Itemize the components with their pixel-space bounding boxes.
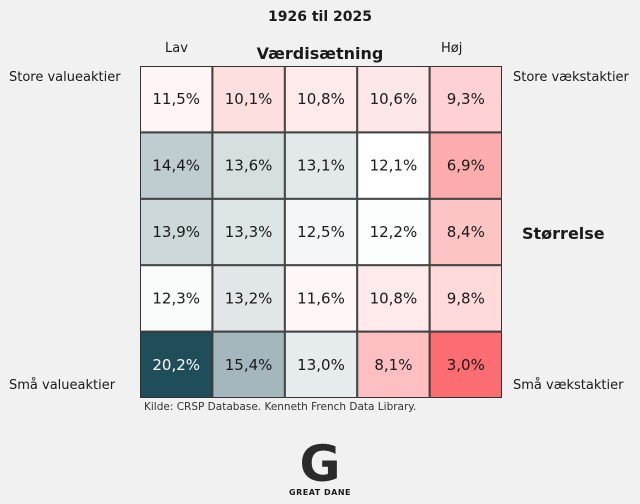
valuation-low-label: Lav	[165, 41, 188, 56]
heatmap-value-r1-c4: 6,9%	[447, 157, 485, 175]
heatmap-value-r2-c3: 12,2%	[370, 223, 418, 241]
heatmap-cell-r0-c3	[357, 66, 430, 133]
heatmap-cell-r0-c4	[429, 66, 502, 133]
heatmap-cell-r2-c3	[357, 198, 430, 266]
heatmap-cell-r1-c0	[140, 132, 213, 199]
logo-letter: G	[300, 438, 340, 486]
heatmap-cell-r3-c0	[140, 265, 213, 332]
heatmap: 11,5% 10,1% 10,8% 10,6% 9,3% 14,4% 13,6% 13,1% 1…	[140, 66, 502, 398]
heatmap-value-r2-c2: 12,5%	[297, 223, 345, 241]
heatmap-value-r1-c3: 12,1%	[370, 157, 418, 175]
heatmap-value-r2-c0: 13,9%	[152, 223, 200, 241]
heatmap-value-r3-c3: 10,8%	[370, 289, 418, 307]
small-value-label: Små valueaktier	[9, 378, 116, 393]
heatmap-value-r3-c0: 12,3%	[152, 289, 200, 307]
heatmap-value-r0-c1: 10,1%	[225, 90, 273, 108]
heatmap-value-r1-c1: 13,6%	[225, 157, 273, 175]
heatmap-cell-r3-c3	[357, 265, 430, 332]
heatmap-value-r0-c0: 11,5%	[152, 90, 200, 108]
heatmap-cell-r2-c4	[429, 198, 502, 266]
heatmap-value-r4-c0: 20,2%	[152, 356, 200, 374]
valuation-high-label: Høj	[441, 41, 463, 56]
heatmap-value-r3-c4: 9,8%	[447, 289, 485, 307]
heatmap-cell-r2-c2	[284, 198, 358, 266]
source-note: Kilde: CRSP Database. Kenneth French Dat…	[144, 401, 417, 413]
heatmap-cell-r4-c2	[284, 331, 358, 398]
heatmap-cell-r2-c0	[140, 198, 213, 266]
brand-name: GREAT DANE	[289, 488, 351, 497]
heatmap-cell-r0-c2	[284, 66, 358, 133]
heatmap-value-r4-c2: 13,0%	[297, 356, 345, 374]
size-axis-title: Størrelse	[522, 224, 605, 243]
heatmap-cell-r0-c1	[212, 66, 285, 133]
heatmap-value-r2-c4: 8,4%	[447, 223, 485, 241]
heatmap-value-r1-c0: 14,4%	[152, 157, 200, 175]
heatmap-value-r2-c1: 13,3%	[225, 223, 273, 241]
heatmap-cell-r2-c1	[212, 198, 285, 266]
large-value-label: Store valueaktier	[9, 70, 121, 85]
heatmap-cell-r1-c3	[357, 132, 430, 199]
heatmap-cell-r1-c2	[284, 132, 358, 199]
heatmap-value-r3-c2: 11,6%	[297, 289, 345, 307]
heatmap-cell-r4-c3	[357, 331, 430, 398]
heatmap-value-r0-c3: 10,6%	[370, 90, 418, 108]
great-dane-logo: G	[300, 438, 340, 486]
heatmap-value-r4-c1: 15,4%	[225, 356, 273, 374]
heatmap-cell-r0-c0	[140, 66, 213, 133]
heatmap-cell-r4-c1	[212, 331, 285, 398]
heatmap-cell-r1-c1	[212, 132, 285, 199]
valuation-axis-title: Værdisætning	[256, 44, 384, 63]
heatmap-value-r3-c1: 13,2%	[225, 289, 273, 307]
heatmap-cell-r4-c4	[429, 331, 502, 398]
heatmap-value-r0-c4: 9,3%	[447, 90, 485, 108]
heatmap-cell-r3-c1	[212, 265, 285, 332]
heatmap-value-r4-c4: 3,0%	[447, 356, 485, 374]
chart-title: 1926 til 2025	[268, 9, 372, 25]
large-growth-label: Store vækstaktier	[513, 70, 629, 85]
small-growth-label: Små vækstaktier	[513, 378, 624, 393]
heatmap-value-r0-c2: 10,8%	[297, 90, 345, 108]
heatmap-cell-r3-c2	[284, 265, 358, 332]
heatmap-value-r1-c2: 13,1%	[297, 157, 345, 175]
heatmap-cell-r1-c4	[429, 132, 502, 199]
heatmap-cell-r4-c0	[140, 331, 213, 398]
heatmap-cell-r3-c4	[429, 265, 502, 332]
heatmap-value-r4-c3: 8,1%	[374, 356, 412, 374]
